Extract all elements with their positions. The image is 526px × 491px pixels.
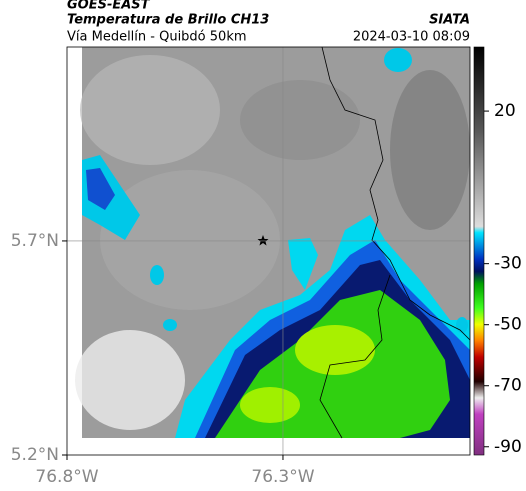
subtitle: Temperatura de Brillo CH13 — [67, 13, 269, 28]
colorbar-tick-label: -30 — [494, 254, 522, 274]
timestamp: 2024-03-10 08:09 — [353, 30, 470, 45]
colorbar-tick-label: 20 — [494, 101, 516, 121]
colorbar-tick-label: -70 — [494, 376, 522, 396]
y-tick-label: 5.2°N — [11, 445, 59, 465]
colorbar — [473, 46, 485, 456]
source: SIATA — [429, 13, 470, 28]
colorbar-tick-label: -50 — [494, 315, 522, 335]
colorbar-tick-label: -90 — [494, 437, 522, 457]
map-frame — [66, 46, 471, 456]
region: Vía Medellín - Quibdó 50km — [67, 30, 247, 45]
graticule — [67, 47, 470, 455]
title: GOES-EAST — [67, 0, 151, 13]
y-tick-label: 5.7°N — [11, 231, 59, 251]
x-tick-label: 76.8°W — [35, 467, 98, 487]
x-tick-label: 76.3°W — [251, 467, 314, 487]
satellite-image — [75, 46, 471, 439]
